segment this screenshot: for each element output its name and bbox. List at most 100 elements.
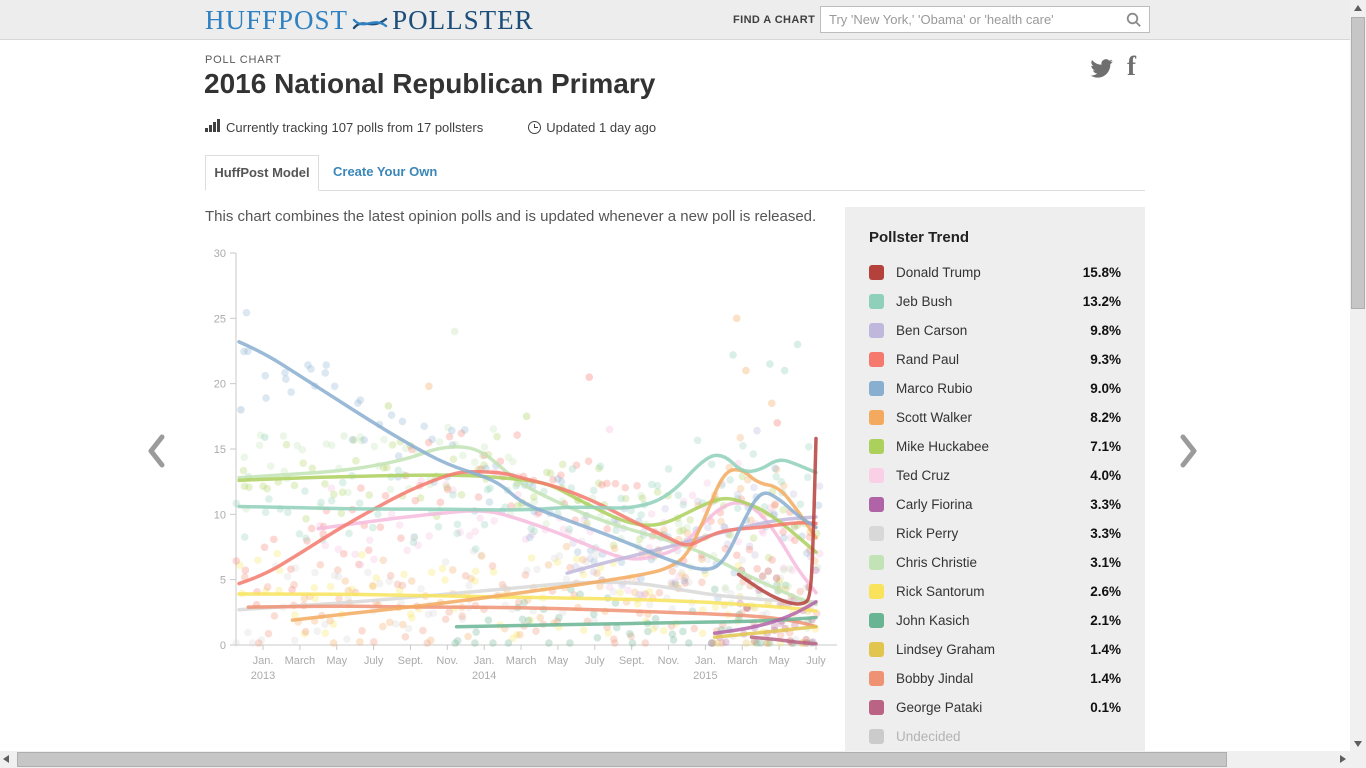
legend-candidate-name: Mike Huckabee <box>896 439 990 454</box>
legend-swatch <box>869 642 884 657</box>
tab-huffpost-model[interactable]: HuffPost Model <box>205 155 319 191</box>
legend-item-ben-carson[interactable]: Ben Carson 9.8% <box>869 320 1121 349</box>
tracking-text: Currently tracking 107 polls from 17 pol… <box>226 120 484 135</box>
legend-candidate-name: Rick Perry <box>896 526 959 541</box>
legend-swatch <box>869 381 884 396</box>
pollster-trend-panel: Pollster Trend Donald Trump 15.8% Jeb Bush… <box>845 207 1145 751</box>
legend-item-rick-perry[interactable]: Rick Perry 3.3% <box>869 523 1121 552</box>
legend-candidate-value: 8.2% <box>1090 410 1121 425</box>
legend-swatch <box>869 584 884 599</box>
clock-icon <box>528 121 542 134</box>
svg-text:May: May <box>548 655 569 667</box>
svg-text:0: 0 <box>220 640 226 652</box>
svg-text:Sept.: Sept. <box>398 655 424 667</box>
legend-item-rand-paul[interactable]: Rand Paul 9.3% <box>869 349 1121 378</box>
legend-item-jeb-bush[interactable]: Jeb Bush 13.2% <box>869 291 1121 320</box>
legend-swatch <box>869 555 884 570</box>
legend-candidate-name: Jeb Bush <box>896 294 953 309</box>
legend-item-carly-fiorina[interactable]: Carly Fiorina 3.3% <box>869 494 1121 523</box>
scroll-up-button[interactable] <box>1350 0 1366 16</box>
legend-swatch <box>869 265 884 280</box>
legend-item-donald-trump[interactable]: Donald Trump 15.8% <box>869 262 1121 291</box>
svg-text:May: May <box>769 655 790 667</box>
legend-candidate-value: 4.0% <box>1090 468 1121 483</box>
legend-candidate-name: George Pataki <box>896 700 983 715</box>
legend-candidate-name: Bobby Jindal <box>896 671 974 686</box>
find-a-chart-label: FIND A CHART <box>733 14 816 26</box>
legend-title: Pollster Trend <box>869 229 970 246</box>
chart-description: This chart combines the latest opinion p… <box>205 208 817 225</box>
scroll-left-button[interactable] <box>0 751 16 767</box>
svg-text:March: March <box>285 655 316 667</box>
legend-item-mike-huckabee[interactable]: Mike Huckabee 7.1% <box>869 436 1121 465</box>
legend-swatch <box>869 613 884 628</box>
legend-candidate-name: Lindsey Graham <box>896 642 996 657</box>
svg-text:March: March <box>727 655 758 667</box>
legend-item-lindsey-graham[interactable]: Lindsey Graham 1.4% <box>869 639 1121 668</box>
svg-text:March: March <box>506 655 537 667</box>
legend-candidate-value: 0.1% <box>1090 700 1121 715</box>
legend-item-ted-cruz[interactable]: Ted Cruz 4.0% <box>869 465 1121 494</box>
tab-divider <box>205 190 1145 191</box>
svg-text:15: 15 <box>214 444 226 456</box>
horizontal-scrollbar[interactable] <box>0 751 1350 768</box>
twitter-icon[interactable] <box>1090 59 1113 78</box>
legend-candidate-name: Donald Trump <box>896 265 981 280</box>
kicker-label: POLL CHART <box>205 54 282 66</box>
legend-item-bobby-jindal[interactable]: Bobby Jindal 1.4% <box>869 668 1121 697</box>
chart-search-box <box>820 6 1150 33</box>
legend-candidate-name: Rand Paul <box>896 352 960 367</box>
pollster-bird-icon <box>352 17 388 30</box>
legend-candidate-name: Ben Carson <box>896 323 968 338</box>
legend-candidate-value: 2.1% <box>1090 613 1121 628</box>
search-icon[interactable] <box>1126 12 1142 28</box>
legend-item-john-kasich[interactable]: John Kasich 2.1% <box>869 610 1121 639</box>
previous-chart-button[interactable] <box>144 433 168 469</box>
legend-candidate-name: John Kasich <box>896 613 970 628</box>
facebook-icon[interactable]: f <box>1127 51 1136 81</box>
social-share: f <box>1090 51 1150 81</box>
updated-text: Updated 1 day ago <box>546 120 657 135</box>
legend-candidate-value: 9.3% <box>1090 352 1121 367</box>
scrollbar-corner <box>1350 751 1366 768</box>
next-chart-button[interactable] <box>1177 433 1201 469</box>
search-input[interactable] <box>821 7 1121 32</box>
legend-swatch <box>869 700 884 715</box>
logo-pollster-text: POLLSTER <box>392 5 534 35</box>
legend-candidate-name: Carly Fiorina <box>896 497 973 512</box>
svg-text:Nov.: Nov. <box>658 655 680 667</box>
legend-candidate-value: 13.2% <box>1082 294 1121 309</box>
legend-item-rick-santorum[interactable]: Rick Santorum 2.6% <box>869 581 1121 610</box>
horizontal-scrollbar-thumb[interactable] <box>17 752 1227 767</box>
site-header: HUFFPOST POLLSTER FIND A CHART <box>0 0 1350 40</box>
legend-swatch <box>869 497 884 512</box>
legend-candidate-value: 9.0% <box>1090 381 1121 396</box>
vertical-scrollbar-thumb[interactable] <box>1351 17 1365 309</box>
legend-candidate-value: 9.8% <box>1090 323 1121 338</box>
legend-item-scott-walker[interactable]: Scott Walker 8.2% <box>869 407 1121 436</box>
svg-text:July: July <box>585 655 605 667</box>
legend-candidate-value: 1.4% <box>1090 671 1121 686</box>
svg-text:July: July <box>364 655 384 667</box>
legend-item-undecided[interactable]: Undecided <box>869 726 1121 751</box>
legend-candidate-name: Ted Cruz <box>896 468 951 483</box>
legend-candidate-name: Scott Walker <box>896 410 973 425</box>
legend-item-george-pataki[interactable]: George Pataki 0.1% <box>869 697 1121 726</box>
svg-text:10: 10 <box>214 509 226 521</box>
svg-text:Jan.: Jan. <box>695 655 716 667</box>
legend-candidate-value: 15.8% <box>1082 265 1121 280</box>
legend-candidate-value: 7.1% <box>1090 439 1121 454</box>
poll-trend-chart[interactable]: 0 5 10 15 20 25 30 Jan. 2013 March May July Sept. Nov… <box>205 240 855 705</box>
svg-text:July: July <box>806 655 826 667</box>
site-logo[interactable]: HUFFPOST POLLSTER <box>205 5 534 35</box>
legend-item-marco-rubio[interactable]: Marco Rubio 9.0% <box>869 378 1121 407</box>
vertical-scrollbar[interactable] <box>1350 0 1366 751</box>
legend-item-chris-christie[interactable]: Chris Christie 3.1% <box>869 552 1121 581</box>
svg-text:2015: 2015 <box>693 670 717 682</box>
scroll-right-button[interactable] <box>1334 751 1350 767</box>
legend-swatch <box>869 352 884 367</box>
scroll-down-button[interactable] <box>1350 735 1366 751</box>
tab-create-your-own[interactable]: Create Your Own <box>333 164 438 179</box>
svg-text:5: 5 <box>220 575 226 587</box>
